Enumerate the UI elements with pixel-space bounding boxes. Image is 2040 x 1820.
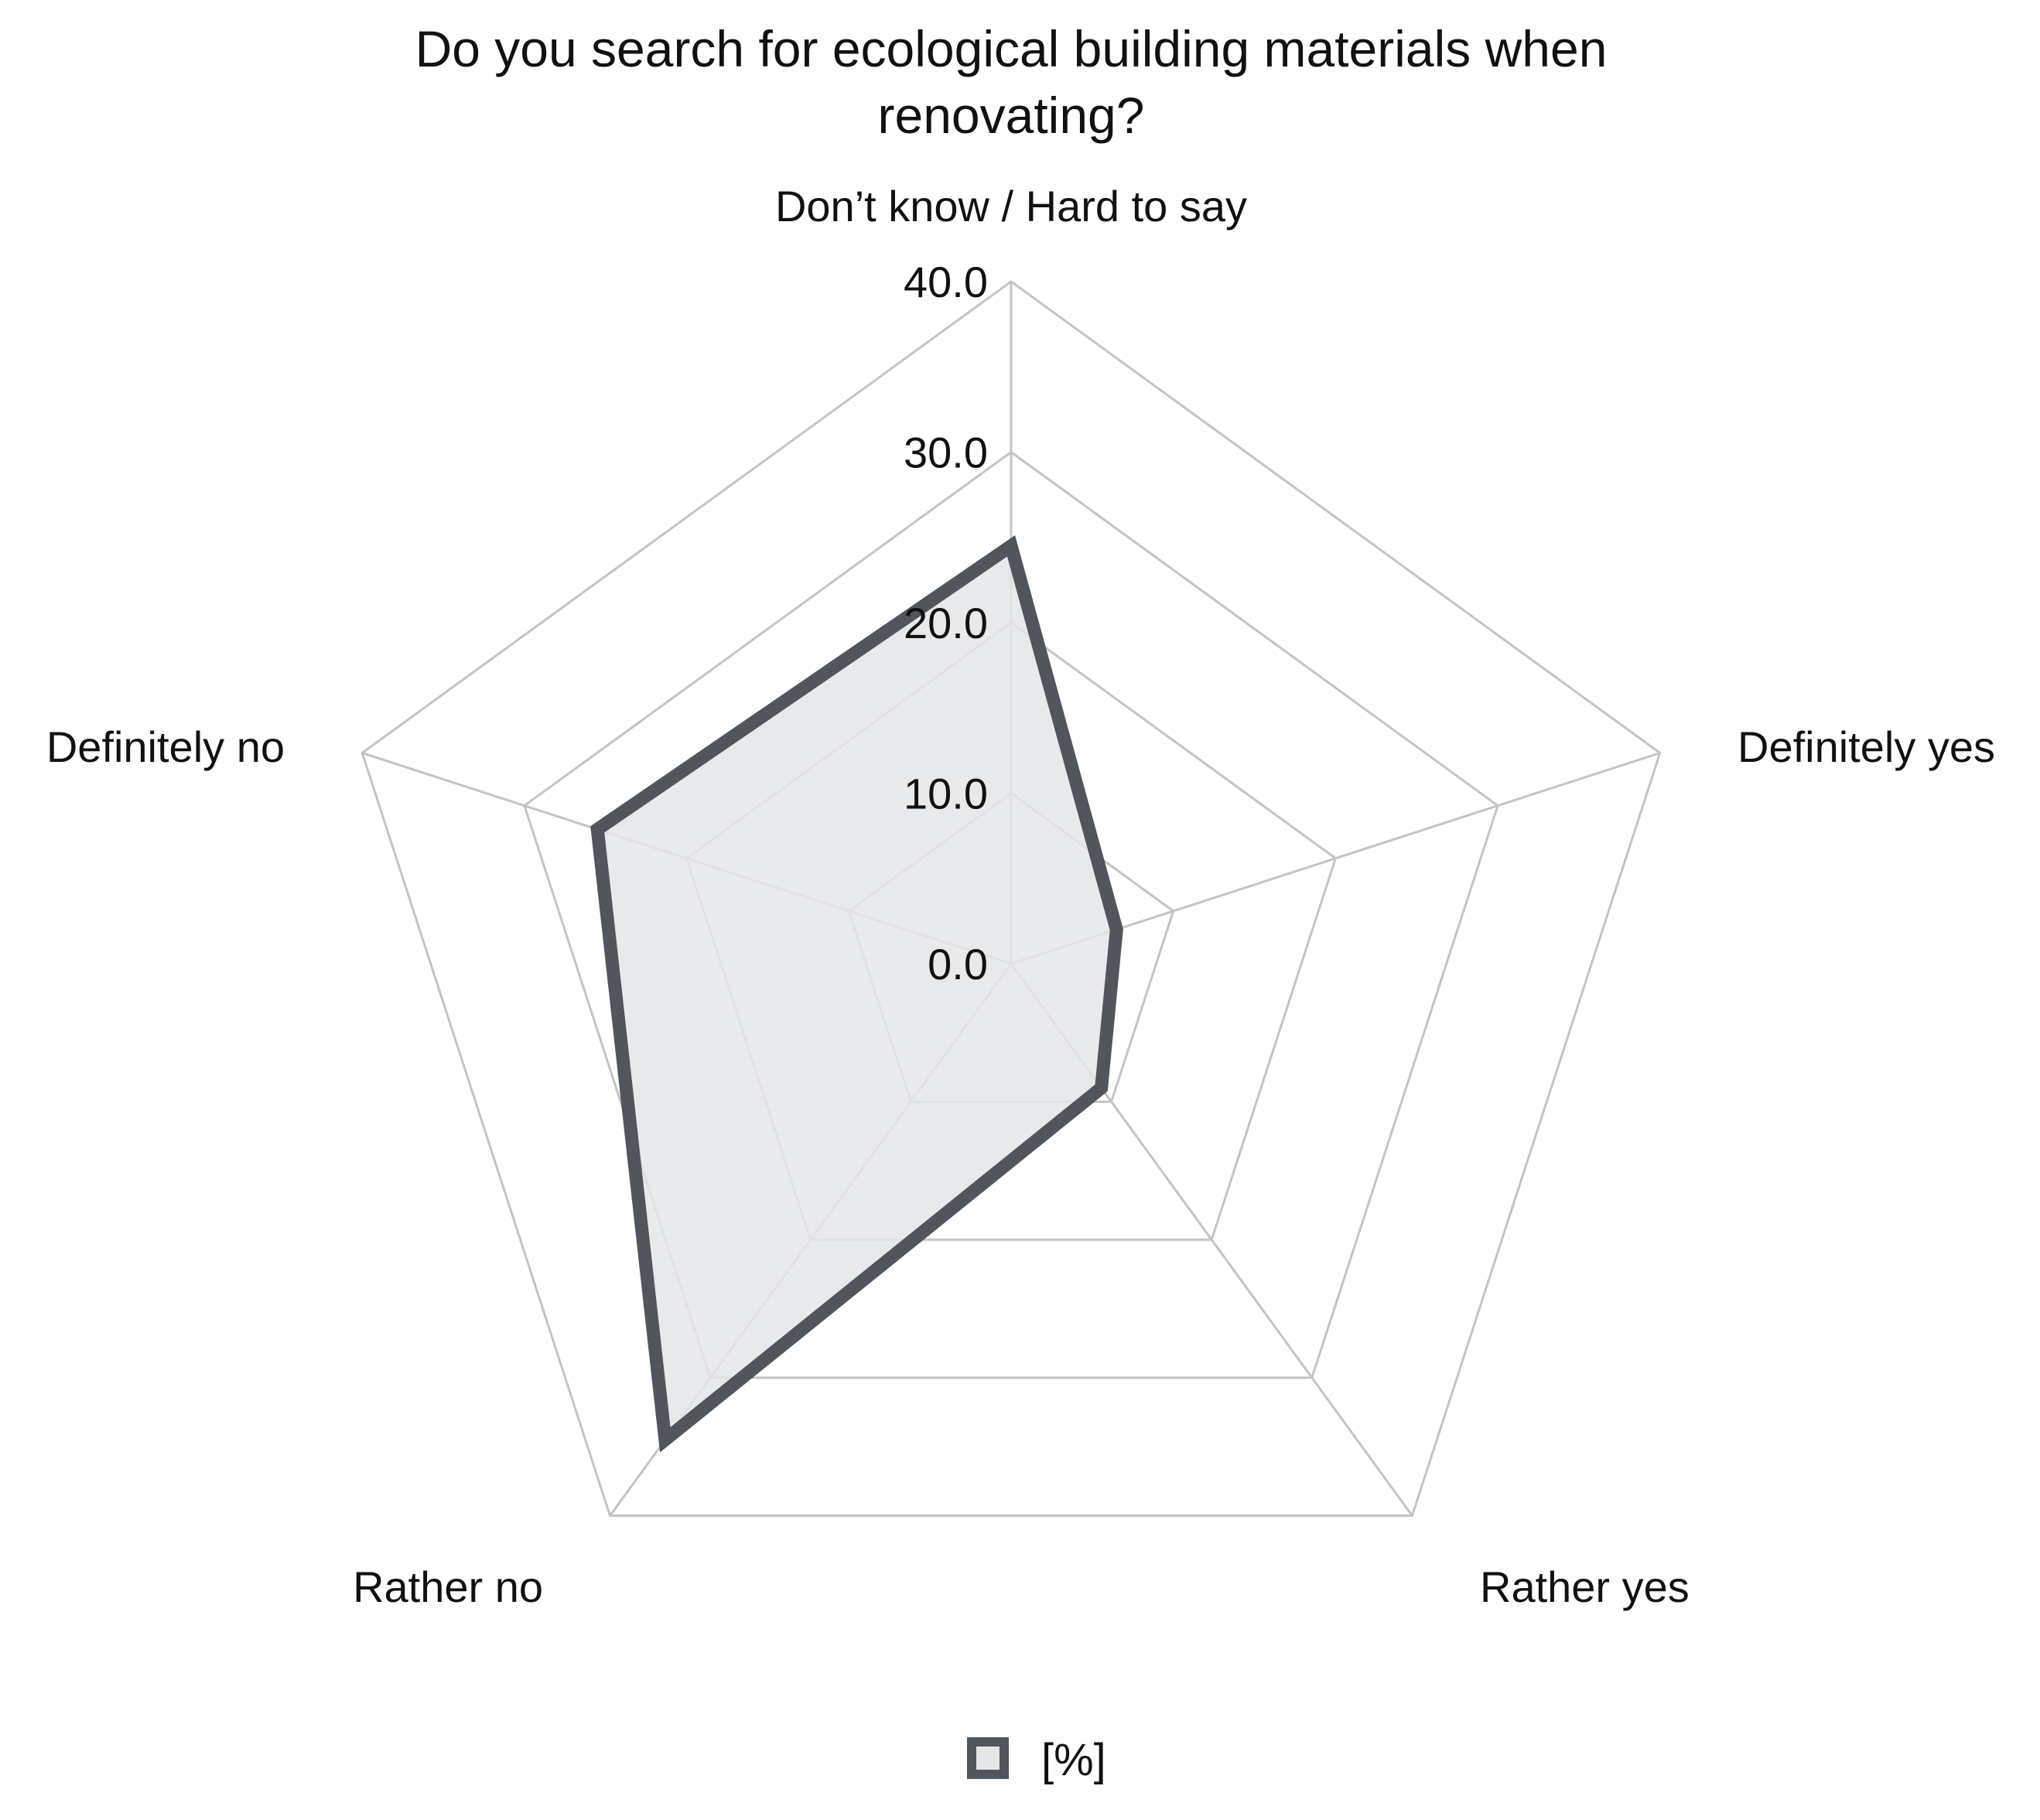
data-point-don-t-know-hard-to-say [1010, 545, 1012, 547]
legend-label: [%] [1041, 1735, 1106, 1785]
chart-title-line-1: Do you search for ecological building ma… [415, 20, 1608, 77]
category-label-3: Rather no [353, 1562, 543, 1611]
data-point-definitely-yes [1116, 928, 1118, 930]
data-point-definitely-no [596, 828, 599, 831]
radar-series [590, 535, 1123, 1453]
category-label-1: Definitely yes [1738, 722, 1995, 771]
category-label-2: Rather yes [1480, 1562, 1690, 1611]
data-point-rather-no [664, 1439, 666, 1441]
legend: [%] [967, 1735, 1106, 1785]
tick-label-0: 0.0 [928, 940, 988, 989]
category-label-0: Don’t know / Hard to say [775, 182, 1247, 230]
tick-label-4: 40.0 [904, 258, 988, 306]
radar-category-labels: Don’t know / Hard to say Definitely yes Ra… [46, 182, 1995, 1611]
tick-label-2: 20.0 [904, 599, 988, 647]
data-point-rather-yes [1100, 1087, 1102, 1089]
grid-ring-4 [361, 280, 1662, 1518]
grid-ring-3 [523, 450, 1499, 1379]
tick-label-1: 10.0 [904, 770, 988, 818]
legend-swatch [967, 1737, 1009, 1779]
series-area-0 [597, 545, 1117, 1440]
category-label-4: Definitely no [46, 722, 285, 771]
series-line-0 [590, 535, 1123, 1453]
chart-title-line-2: renovating? [878, 87, 1145, 144]
tick-label-3: 30.0 [904, 429, 988, 477]
radar-tick-labels: 0.0 10.0 20.0 30.0 40.0 [904, 258, 988, 989]
